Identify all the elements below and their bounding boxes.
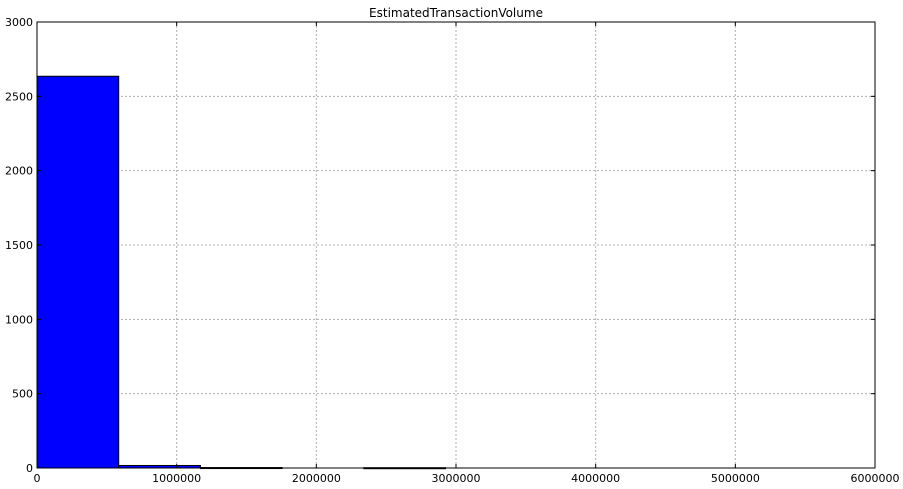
- y-tick-label: 500: [12, 388, 33, 401]
- tick-labels-layer: 0 1000000 2000000 3000000 4000000 5000000 6000…: [5, 16, 900, 485]
- x-tick-label: 0: [34, 472, 41, 485]
- y-tick-label: 0: [26, 462, 33, 475]
- chart-title: EstimatedTransactionVolume: [369, 6, 543, 20]
- x-tick-label: 3000000: [432, 472, 481, 485]
- y-tick-label: 1000: [5, 313, 33, 326]
- x-tick-label: 4000000: [571, 472, 620, 485]
- ticks-layer: [36, 21, 876, 469]
- y-tick-label: 2000: [5, 165, 33, 178]
- x-tick-label: 2000000: [292, 472, 341, 485]
- bars-layer: [36, 75, 447, 470]
- y-tick-label: 3000: [5, 16, 33, 29]
- x-tick-label: 6000000: [851, 472, 900, 485]
- y-tick-label: 2500: [5, 90, 33, 103]
- histogram-bar: [36, 75, 120, 469]
- y-tick-label: 1500: [5, 239, 33, 252]
- x-tick-label: 1000000: [152, 472, 201, 485]
- grid-layer: [36, 21, 876, 469]
- x-tick-label: 5000000: [711, 472, 760, 485]
